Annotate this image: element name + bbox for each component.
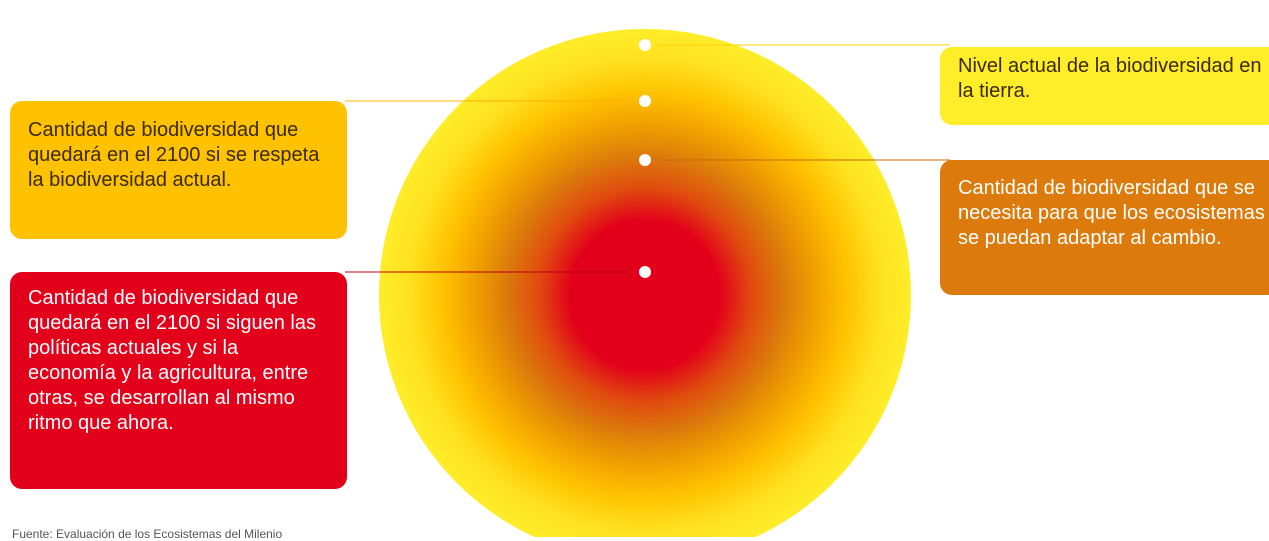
marker-dot-policies [639, 266, 651, 278]
label-current-text: Nivel actual de la biodiversidad en la t… [958, 55, 1262, 102]
label-box-policies: Cantidad de biodiversidad que quedará en… [10, 272, 347, 489]
source-note: Fuente: Evaluación de los Ecosistemas de… [12, 527, 283, 541]
label-needed-text: Cantidad de biodiversidad que se necesit… [958, 177, 1265, 249]
label-box-respected: Cantidad de biodiversidad que quedará en… [10, 101, 347, 239]
label-box-current: Nivel actual de la biodiversidad en la t… [940, 47, 1269, 125]
label-respected-text: Cantidad de biodiversidad que quedará en… [28, 119, 320, 191]
marker-dot-needed [639, 154, 651, 166]
label-policies-text: Cantidad de biodiversidad que quedará en… [28, 287, 316, 434]
label-box-needed: Cantidad de biodiversidad que se necesit… [940, 160, 1269, 295]
marker-dot-current [639, 39, 651, 51]
biodiversity-circle [379, 29, 911, 537]
marker-dot-respected [639, 95, 651, 107]
